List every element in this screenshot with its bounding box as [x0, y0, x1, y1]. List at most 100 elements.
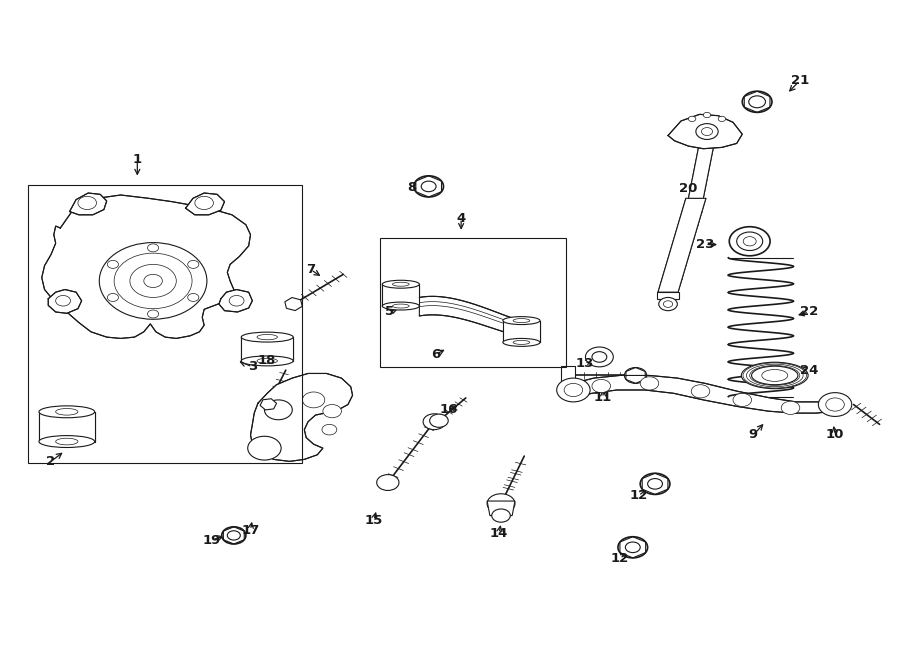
Circle shape	[99, 243, 207, 319]
Circle shape	[781, 401, 800, 414]
Polygon shape	[219, 290, 252, 312]
Polygon shape	[573, 375, 846, 413]
Text: 1: 1	[133, 153, 142, 167]
Circle shape	[737, 232, 762, 251]
Ellipse shape	[761, 369, 788, 381]
Bar	[28, 185, 302, 463]
Text: 8: 8	[408, 181, 417, 194]
Polygon shape	[657, 292, 680, 299]
Polygon shape	[382, 284, 419, 306]
Polygon shape	[49, 290, 82, 313]
Circle shape	[701, 128, 713, 136]
Circle shape	[564, 383, 582, 397]
Circle shape	[414, 176, 444, 197]
Text: 14: 14	[490, 527, 508, 540]
Ellipse shape	[503, 338, 540, 346]
Circle shape	[148, 310, 158, 318]
Circle shape	[221, 527, 246, 544]
Polygon shape	[562, 366, 575, 385]
Text: 2: 2	[47, 455, 56, 468]
Circle shape	[626, 542, 640, 553]
Polygon shape	[185, 193, 224, 215]
Circle shape	[194, 196, 213, 210]
Polygon shape	[668, 114, 742, 149]
Circle shape	[107, 293, 119, 301]
Circle shape	[663, 301, 672, 307]
Ellipse shape	[39, 436, 94, 447]
Polygon shape	[419, 296, 527, 337]
Ellipse shape	[241, 332, 293, 342]
Circle shape	[248, 436, 281, 460]
Polygon shape	[658, 198, 706, 292]
Ellipse shape	[513, 340, 530, 344]
Circle shape	[742, 91, 772, 112]
Circle shape	[826, 398, 844, 411]
Ellipse shape	[392, 282, 410, 286]
Circle shape	[302, 392, 325, 408]
Ellipse shape	[382, 280, 419, 288]
Polygon shape	[688, 142, 715, 198]
Circle shape	[429, 414, 448, 427]
Circle shape	[818, 393, 851, 416]
Circle shape	[148, 244, 158, 252]
Circle shape	[729, 227, 770, 256]
Circle shape	[592, 379, 610, 393]
Text: 24: 24	[800, 364, 818, 377]
Circle shape	[703, 112, 711, 118]
Circle shape	[421, 181, 436, 192]
Text: 4: 4	[456, 212, 466, 225]
Polygon shape	[503, 321, 540, 342]
Circle shape	[696, 124, 718, 139]
Bar	[381, 238, 566, 367]
Circle shape	[743, 237, 756, 246]
Circle shape	[618, 537, 648, 558]
Circle shape	[56, 295, 70, 306]
Circle shape	[733, 393, 751, 407]
Text: 7: 7	[306, 263, 315, 276]
Polygon shape	[284, 297, 302, 311]
Circle shape	[648, 479, 662, 489]
Ellipse shape	[39, 406, 94, 418]
Circle shape	[625, 368, 647, 383]
Circle shape	[491, 509, 510, 522]
Circle shape	[586, 347, 613, 367]
Ellipse shape	[241, 356, 293, 366]
Circle shape	[188, 260, 199, 268]
Circle shape	[78, 196, 96, 210]
Text: 21: 21	[791, 74, 809, 87]
Text: 10: 10	[826, 428, 844, 442]
Polygon shape	[69, 193, 107, 215]
Circle shape	[592, 352, 607, 362]
Polygon shape	[39, 412, 94, 442]
Text: 18: 18	[258, 354, 276, 368]
Ellipse shape	[382, 302, 419, 310]
Text: 16: 16	[440, 403, 458, 416]
Ellipse shape	[56, 438, 78, 445]
Text: 3: 3	[248, 360, 257, 373]
Circle shape	[423, 414, 446, 430]
Text: 22: 22	[800, 305, 818, 319]
Text: 17: 17	[241, 524, 259, 537]
Text: 15: 15	[364, 514, 383, 527]
Polygon shape	[241, 337, 293, 361]
Circle shape	[265, 400, 292, 420]
Circle shape	[691, 385, 710, 398]
Ellipse shape	[257, 358, 277, 364]
Circle shape	[557, 378, 590, 402]
Circle shape	[230, 295, 244, 306]
Circle shape	[640, 473, 670, 494]
Text: 5: 5	[385, 305, 394, 319]
Polygon shape	[250, 373, 353, 461]
Polygon shape	[487, 501, 515, 516]
Circle shape	[188, 293, 199, 301]
Text: 12: 12	[629, 489, 647, 502]
Ellipse shape	[513, 319, 530, 323]
Ellipse shape	[392, 304, 410, 308]
Text: 9: 9	[749, 428, 758, 442]
Text: 6: 6	[431, 348, 441, 361]
Circle shape	[144, 274, 162, 288]
Circle shape	[322, 424, 337, 435]
Text: 23: 23	[696, 238, 715, 251]
Ellipse shape	[257, 334, 277, 340]
Ellipse shape	[56, 408, 78, 415]
